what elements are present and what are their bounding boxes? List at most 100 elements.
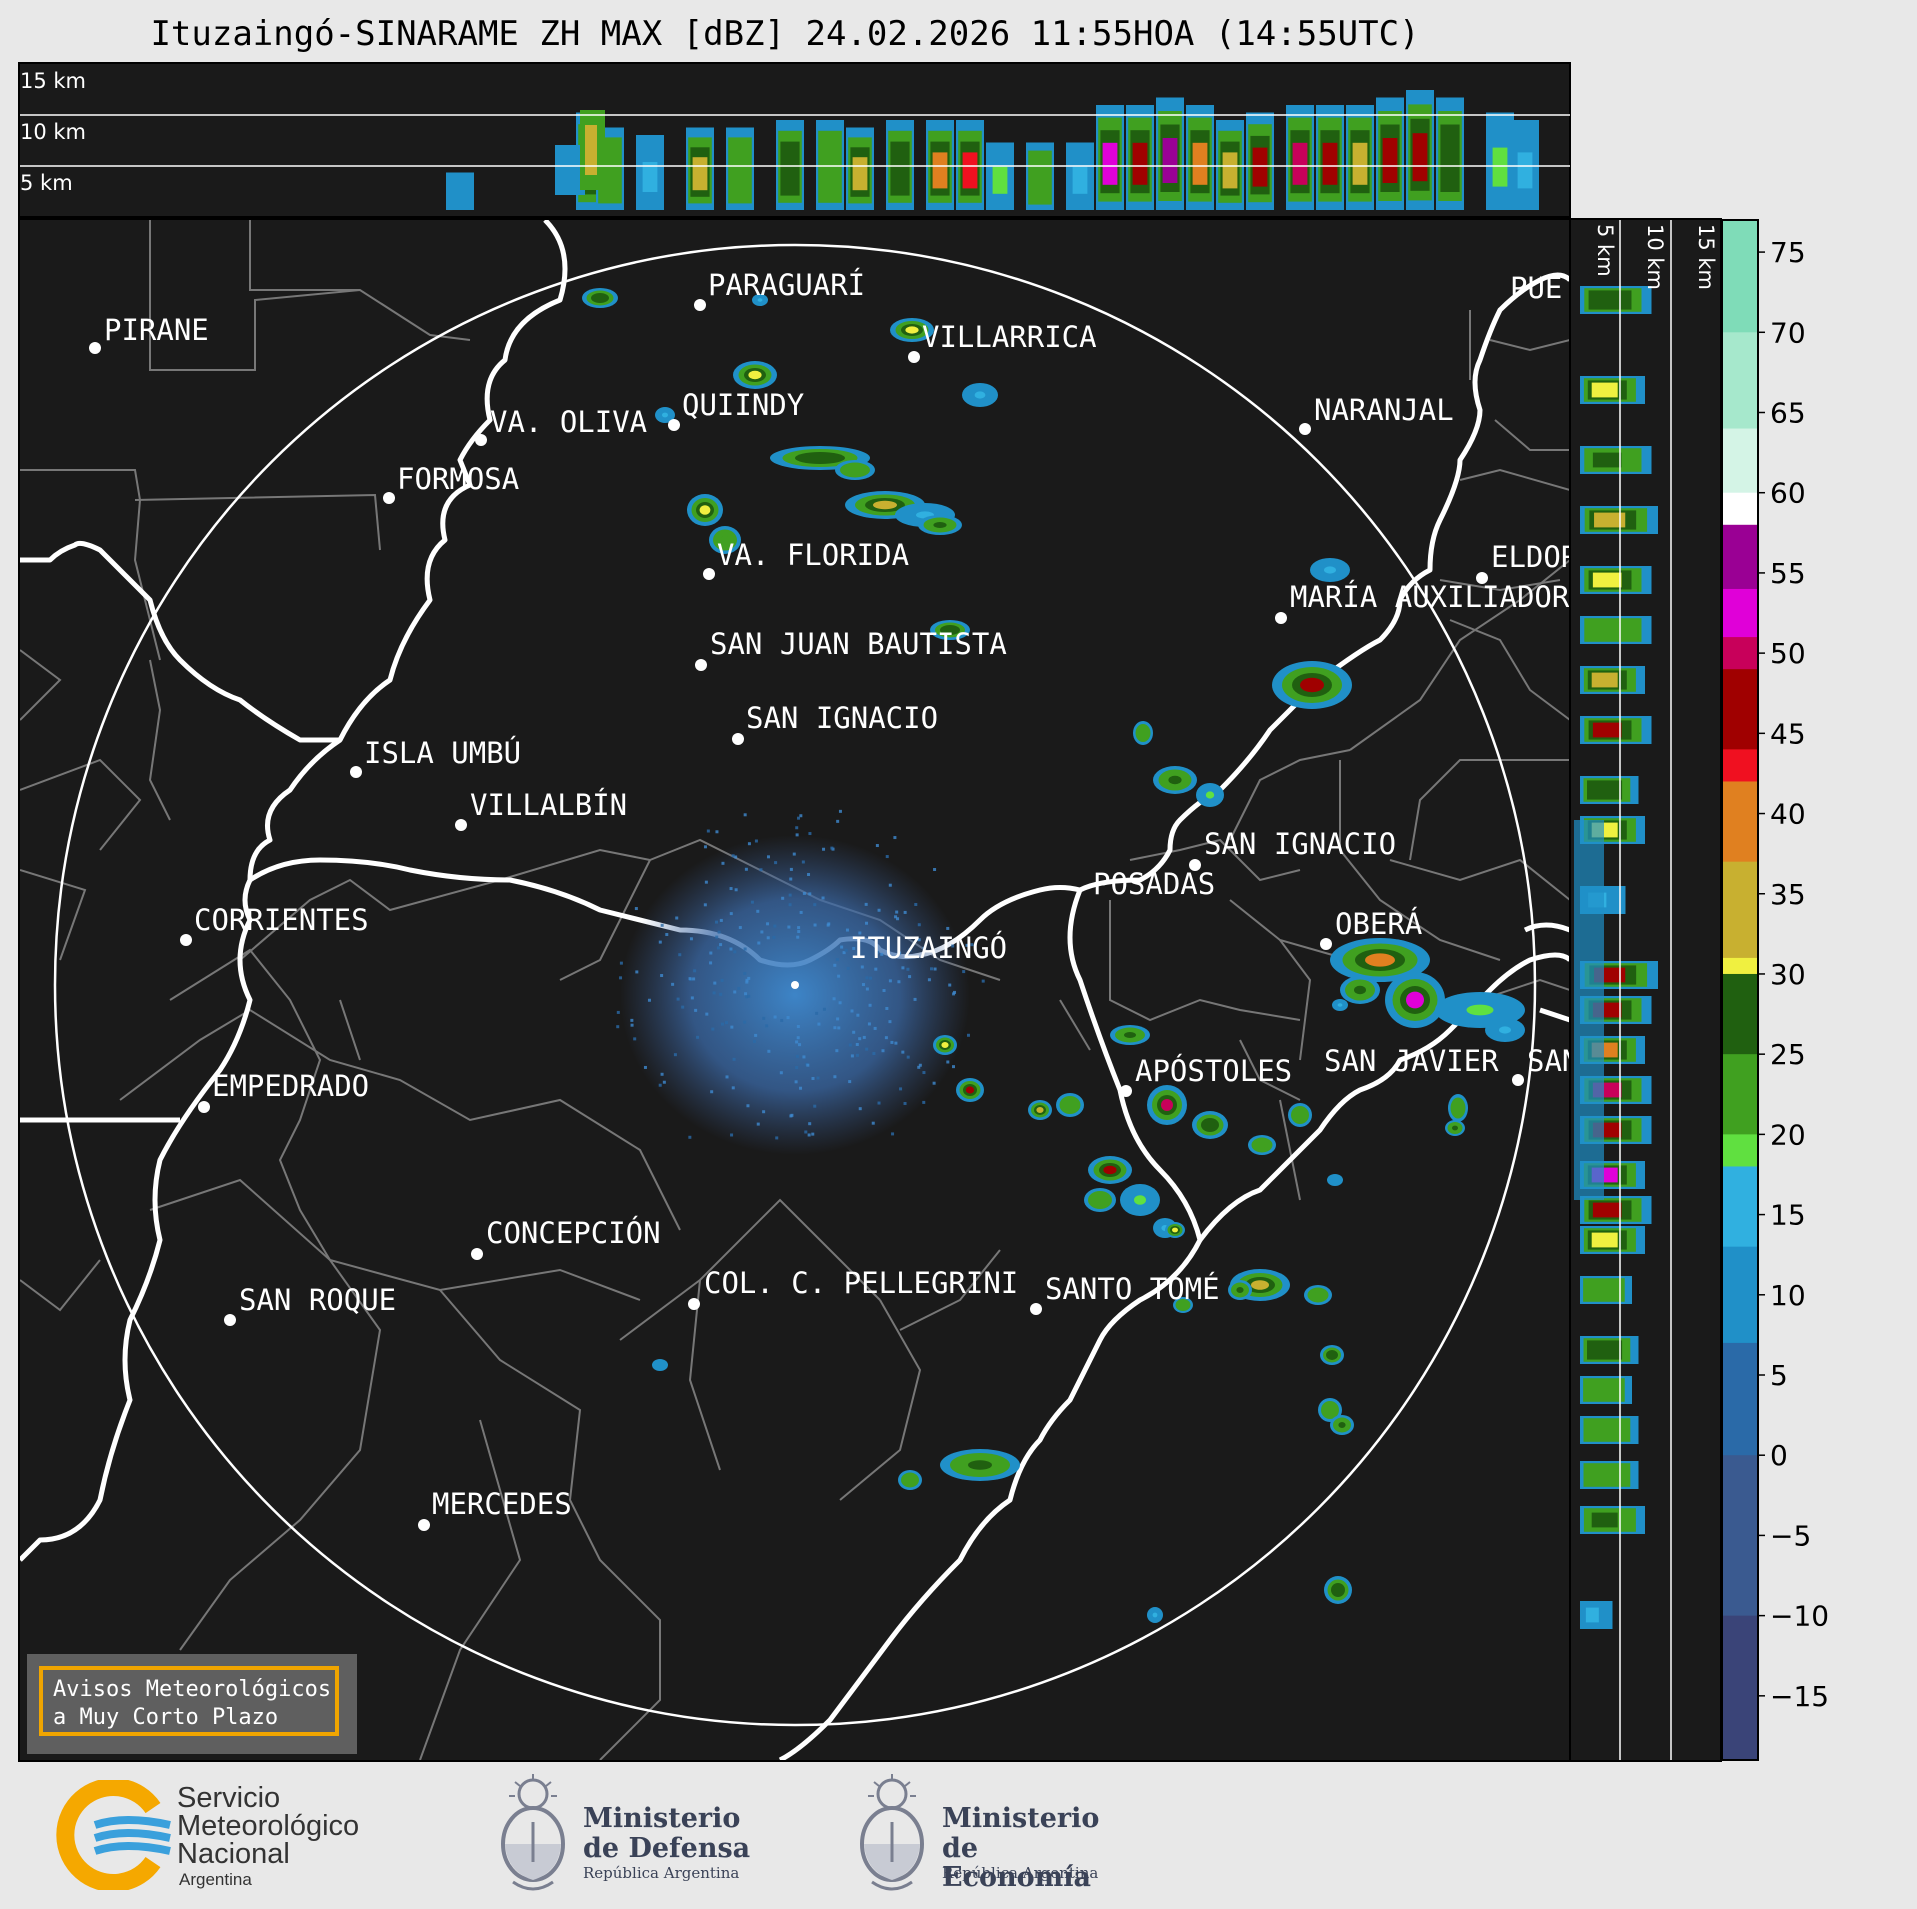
clutter-speck (835, 1049, 839, 1053)
clutter-speck (962, 970, 966, 974)
clutter-speck (806, 1063, 810, 1067)
clutter-speck (876, 950, 880, 954)
colorbar-tick-label: 15 (1770, 1199, 1806, 1232)
city-marker (418, 1519, 430, 1531)
map-panel: PIRANE PARAGUARÍ VILLARRICA QUIINDY VA. … (18, 218, 1572, 1762)
clutter-speck (946, 1060, 950, 1064)
echo-cell (662, 412, 668, 418)
echo-cell (1333, 1585, 1343, 1595)
clutter-speck (885, 1006, 889, 1010)
smn-line-1: Servicio (177, 1782, 281, 1814)
clutter-speck (716, 946, 720, 950)
city-marker (732, 733, 744, 745)
clutter-speck (766, 922, 770, 926)
clutter-speck (817, 1022, 821, 1026)
clutter-speck (775, 1136, 779, 1140)
top-echo-column (1252, 147, 1268, 187)
colorbar-tick-label: 0 (1770, 1439, 1788, 1472)
clutter-speck (788, 893, 792, 897)
clutter-speck (852, 1030, 856, 1034)
clutter-speck (842, 951, 846, 955)
city-marker (694, 299, 706, 311)
clutter-speck (815, 1011, 819, 1015)
colorbar-tick-label: 60 (1770, 477, 1806, 510)
clutter-speck (703, 845, 707, 849)
clutter-speck (837, 1026, 841, 1030)
city-label-va-florida: VA. FLORIDA (717, 538, 909, 572)
side-echo-row (1592, 452, 1622, 468)
clutter-speck (832, 997, 836, 1001)
top-echo-column (642, 162, 658, 192)
clutter-speck (813, 923, 817, 927)
clutter-speck (930, 967, 934, 971)
clutter-speck (795, 833, 799, 837)
echo-cell (974, 391, 986, 399)
warning-link[interactable]: Avisos Meteorológicos a Muy Corto Plazo (39, 1666, 339, 1736)
clutter-speck (765, 1024, 769, 1028)
clutter-speck (786, 1016, 790, 1020)
clutter-speck (850, 1054, 854, 1058)
clutter-speck (760, 930, 764, 934)
colorbar-tick-label: 10 (1770, 1279, 1806, 1312)
clutter-speck (908, 948, 912, 952)
top-label-5km: 5 km (20, 171, 73, 195)
clutter-speck (869, 976, 873, 980)
clutter-speck (797, 926, 801, 930)
top-echo-column (1032, 166, 1048, 194)
clutter-speck (953, 990, 957, 994)
clutter-speck (894, 1041, 898, 1045)
clutter-speck (848, 1043, 852, 1047)
clutter-speck (743, 1020, 747, 1024)
clutter-speck (922, 1071, 926, 1075)
clutter-speck (807, 1133, 811, 1137)
smn-emblem-icon (56, 1780, 171, 1890)
clutter-speck (966, 1033, 970, 1037)
clutter-speck (743, 813, 747, 817)
colorbar-segment (1722, 749, 1758, 782)
clutter-speck (730, 1025, 734, 1029)
clutter-speck (757, 941, 761, 945)
top-echo-column (852, 157, 868, 191)
echo-cell (965, 1086, 975, 1094)
clutter-speck (797, 816, 801, 820)
clutter-speck (616, 1025, 620, 1029)
city-label-san-ignacio-py: SAN IGNACIO (746, 701, 938, 735)
echo-cell (699, 505, 711, 515)
echo-cell (1236, 1287, 1244, 1293)
clutter-speck (665, 933, 669, 937)
city-label-posadas: POSADAS (1093, 867, 1215, 901)
echo-cell (1205, 791, 1215, 799)
colorbar-segment (1722, 492, 1758, 526)
colorbar-segment (1722, 428, 1758, 494)
clutter-speck (750, 900, 754, 904)
echo-cell (1124, 1032, 1136, 1038)
city-label-col-pellegrini: COL. C. PELLEGRINI (704, 1266, 1018, 1300)
top-label-10km: 10 km (20, 120, 86, 144)
clutter-speck (844, 948, 848, 952)
ground-clutter (620, 835, 970, 1155)
echo-cell (1328, 1352, 1336, 1358)
side-echo-row (1589, 1282, 1611, 1298)
clutter-speck (846, 966, 850, 970)
clutter-speck (715, 830, 719, 834)
clutter-speck (808, 1122, 812, 1126)
side-echo-row (1592, 722, 1622, 738)
echo-cell (1251, 1280, 1269, 1290)
clutter-speck (733, 990, 737, 994)
clutter-speck (884, 1036, 888, 1040)
city-label-empedrado: EMPEDRADO (212, 1069, 369, 1103)
echo-cell (1296, 1111, 1304, 1119)
colorbar-tick-label: 50 (1770, 637, 1806, 670)
clutter-speck (658, 1083, 662, 1087)
clutter-speck (731, 854, 735, 858)
warning-box[interactable]: Avisos Meteorológicos a Muy Corto Plazo (27, 1654, 357, 1754)
smn-sub: Argentina (179, 1870, 252, 1889)
clutter-speck (860, 965, 864, 969)
clutter-speck (772, 935, 776, 939)
top-echo-column (932, 152, 948, 189)
clutter-speck (743, 971, 747, 975)
clutter-speck (871, 1121, 875, 1125)
clutter-speck (913, 997, 917, 1001)
clutter-speck (734, 888, 738, 892)
clutter-speck (906, 967, 910, 971)
